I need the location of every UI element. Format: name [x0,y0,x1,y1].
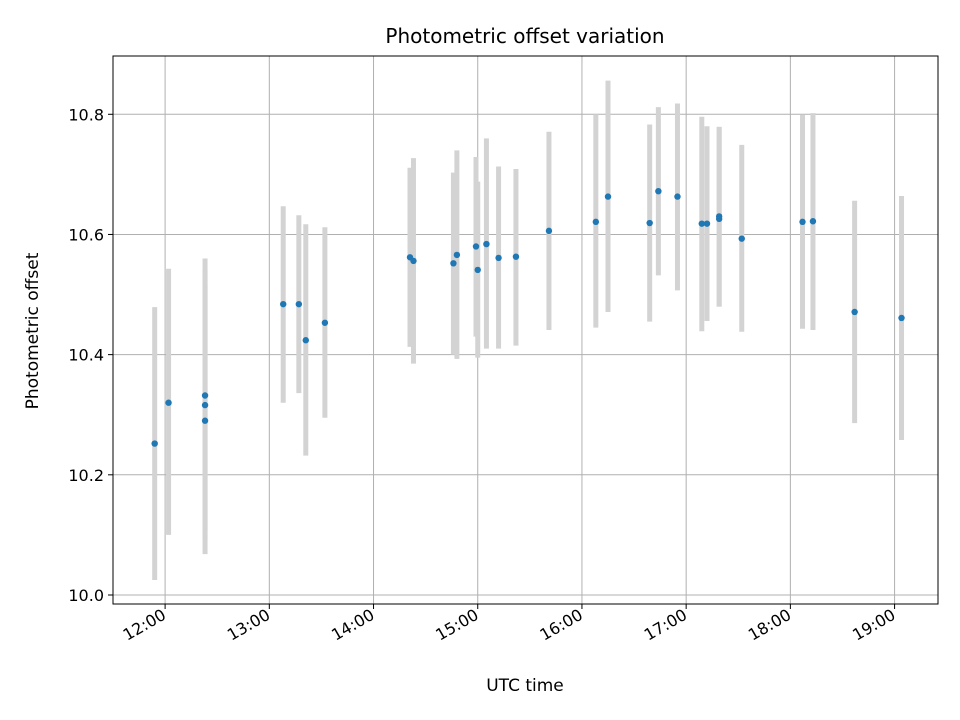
data-point [898,314,905,322]
data-point [495,254,502,262]
plot-frame [112,55,939,605]
data-point [674,193,681,200]
data-point [201,417,209,424]
error-bars [152,80,905,580]
data-point [295,300,303,308]
grid-lines [113,56,938,604]
data-point [302,337,309,344]
data-point [799,218,806,226]
data-points [151,187,905,447]
x-axis-label: UTC time [486,676,564,696]
data-point [472,243,480,250]
chart-title: Photometric offset variation [385,24,664,48]
data-point [604,193,612,200]
data-point [201,401,209,409]
data-point [646,219,653,227]
y-axis-ticks: 10.0 10.2 10.4 10.6 10.8 [68,105,113,605]
data-point [453,251,461,259]
data-point [703,220,711,227]
x-tick-label: 19:00 [849,605,898,645]
x-tick-label: 13:00 [224,605,273,645]
data-point [280,300,287,308]
data-point [851,308,858,316]
data-point [321,319,329,326]
y-axis-label: Photometric offset [23,252,43,409]
data-point [809,218,817,225]
y-tick-label: 10.8 [68,105,104,124]
x-tick-label: 14:00 [328,605,377,645]
data-point [450,260,457,267]
y-tick-label: 10.4 [68,346,104,365]
x-tick-label: 18:00 [745,605,794,645]
x-tick-label: 12:00 [120,605,169,645]
data-point [151,440,158,447]
data-point [165,399,172,406]
data-point [545,227,553,235]
x-tick-label: 17:00 [641,605,690,645]
data-point [655,187,662,195]
data-point [738,235,745,242]
data-point [715,215,723,223]
x-tick-label: 16:00 [537,605,586,645]
data-point [410,257,417,265]
y-tick-label: 10.6 [68,225,104,244]
y-tick-label: 10.0 [68,586,104,605]
data-point [592,218,600,226]
data-point [474,266,481,274]
y-tick-label: 10.2 [68,466,104,485]
data-point [512,253,520,260]
x-axis-ticks: 12:00 13:00 14:00 15:00 16:00 17:00 18:00 19:00 [120,604,899,645]
data-point [483,240,490,248]
x-tick-label: 15:00 [432,605,481,645]
data-point [201,392,209,399]
data-point [698,220,705,227]
